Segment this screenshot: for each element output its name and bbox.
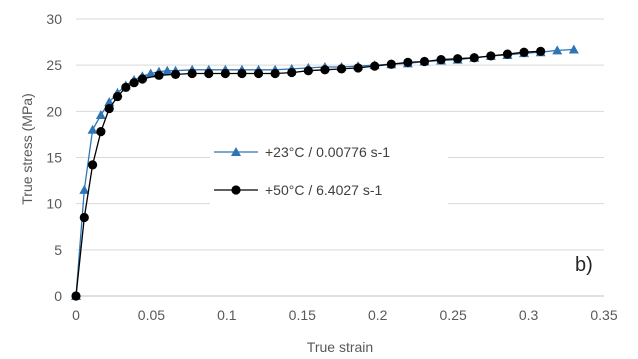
legend-label: +23°C / 0.00776 s-1 [265,144,390,160]
y-tick-label: 30 [46,11,62,27]
legend-entry-2: +50°C / 6.4027 s-1 [214,182,382,198]
y-tick-label: 10 [46,196,62,212]
x-tick-label: 0.35 [590,307,617,323]
y-tick-label: 15 [46,150,62,166]
data-point-circle [502,49,513,59]
data-point-circle [253,68,264,79]
panel-label: b) [575,254,593,276]
data-point-triangle [95,110,106,120]
data-point-circle [320,65,330,75]
data-point-circle [187,68,197,79]
x-tick-label: 0.3 [519,307,539,323]
legend: +23°C / 0.00776 s-1 +50°C / 6.4027 s-1 [210,134,448,230]
data-point-circle [96,127,106,137]
legend-label: +50°C / 6.4027 s-1 [265,182,382,198]
data-point-triangle-legend [231,147,241,156]
y-tick-label: 5 [54,242,62,258]
data-point-triangle [145,68,156,78]
axes: 0 5 10 15 20 25 30 0 0.05 0.1 0.15 0.2 0.25 0.3 0.35 [46,11,617,323]
data-point-circle [336,64,347,74]
data-point-triangle [568,44,579,54]
data-point-circle [469,53,479,63]
x-tick-label: 0.2 [368,307,388,323]
data-point-circle [170,69,181,79]
data-point-circle [129,78,139,88]
x-tick-label: 0 [72,307,80,323]
legend-entry-1: +23°C / 0.00776 s-1 [214,144,390,160]
x-tick-label: 0.05 [138,307,165,323]
data-point-circle [353,63,363,73]
data-point-triangle [87,124,98,134]
data-point-circle [121,82,131,92]
data-point-circle [436,55,446,65]
data-point-circle [287,67,297,78]
legend-background [210,134,448,230]
y-tick-label: 0 [54,288,62,304]
y-axis-title: True stress (MPa) [19,93,35,205]
data-point-circle [87,160,98,170]
data-point-circle [419,56,430,67]
data-point-circle-legend [231,185,241,195]
data-point-circle [104,103,114,114]
x-tick-label: 0.15 [289,307,316,323]
data-point-triangle [162,65,173,75]
data-point-triangle [79,184,90,194]
x-axis-title: True strain [307,339,373,355]
x-tick-label: 0.25 [440,307,467,323]
data-point-circle [137,74,147,84]
y-tick-label: 20 [46,103,62,119]
series-group [71,44,579,301]
x-tick-label: 0.1 [217,307,237,323]
y-tick-label: 25 [46,57,62,73]
data-point-circle [112,91,123,102]
data-point-circle [303,66,313,76]
data-point-circle [237,68,247,79]
data-point-circle [486,51,496,61]
data-point-circle [453,54,463,64]
data-point-circle [536,46,546,56]
data-point-circle [79,212,89,223]
series-2 [71,46,546,301]
data-point-circle [519,47,529,57]
data-point-circle [204,68,214,79]
data-point-circle [71,291,81,301]
data-point-triangle [552,45,563,55]
data-point-circle [154,70,164,80]
data-point-triangle [104,97,115,107]
data-point-circle [220,68,230,79]
data-point-circle [270,68,280,79]
data-point-circle [386,59,396,69]
data-point-circle [403,57,413,67]
data-point-circle [370,61,380,71]
